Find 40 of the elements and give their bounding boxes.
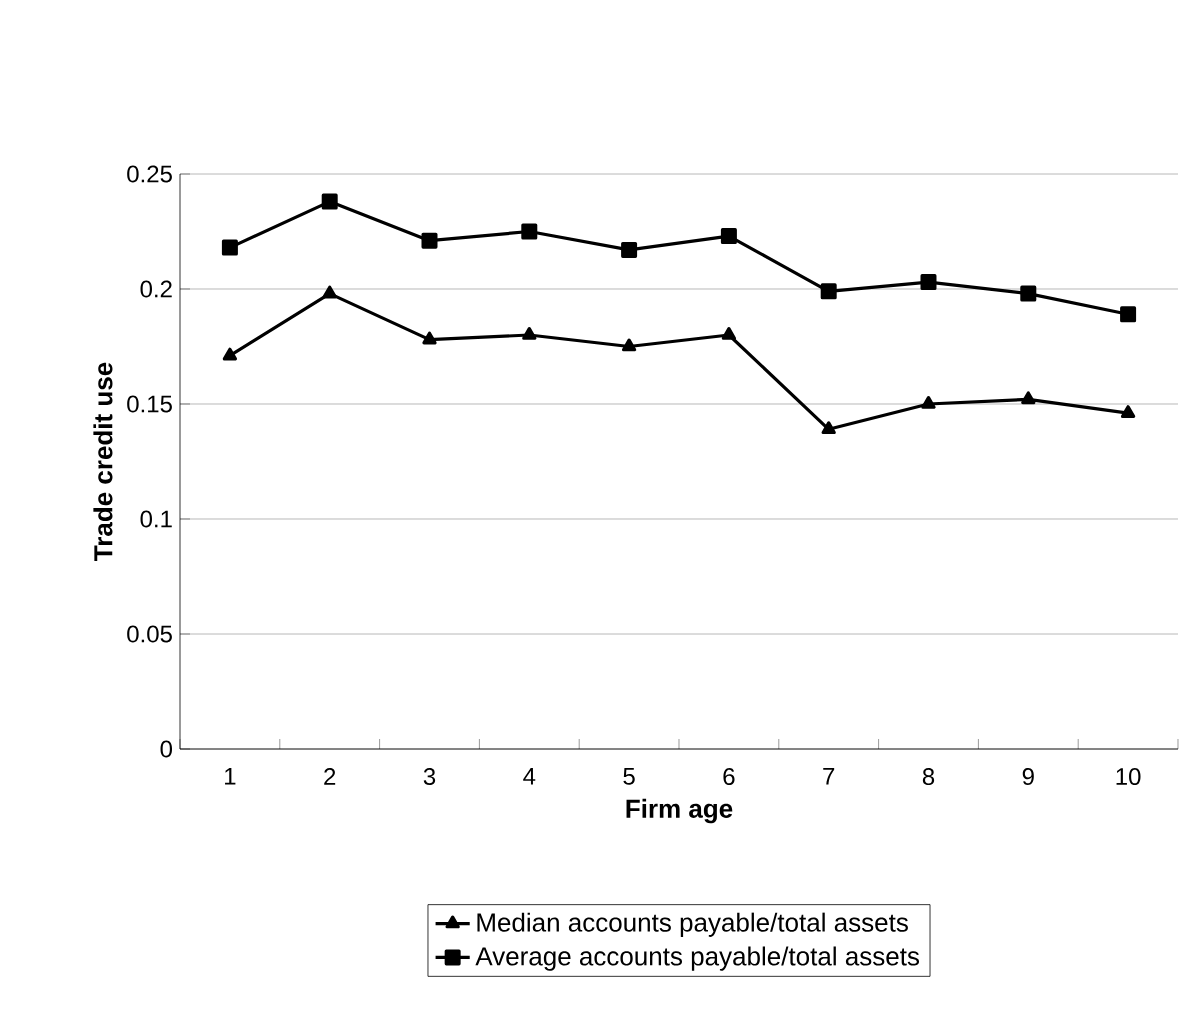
point xyxy=(221,239,238,256)
x-tick-label: 10 xyxy=(1116,768,1141,786)
point xyxy=(522,327,537,340)
y-axis-title: Trade credit use xyxy=(93,362,113,561)
point xyxy=(422,331,437,345)
y-tick-label: 0.25 xyxy=(127,165,172,183)
point xyxy=(720,228,737,245)
point xyxy=(321,193,338,210)
point xyxy=(821,421,836,435)
x-tick-label: 8 xyxy=(922,768,935,786)
x-tick-label: 7 xyxy=(823,768,835,785)
point xyxy=(421,232,438,249)
legend-label: Average accounts payable/total assets xyxy=(475,946,920,971)
x-tick-label: 9 xyxy=(1022,768,1034,786)
y-tick-label: 0.05 xyxy=(127,625,172,643)
y-tick-label: 0.1 xyxy=(140,510,172,528)
point xyxy=(222,347,238,361)
legend-label: Median accounts payable/total assets xyxy=(477,912,908,937)
point xyxy=(1120,306,1137,323)
x-tick-label: 1 xyxy=(225,768,236,785)
x-axis-title: Firm age xyxy=(626,798,733,824)
x-tick-label: 2 xyxy=(324,768,336,785)
y-tick-label: 0.2 xyxy=(140,280,172,298)
x-tick-label: 3 xyxy=(423,768,436,786)
x-tick-label: 4 xyxy=(523,768,536,785)
point xyxy=(1120,405,1136,418)
x-tick-label: 5 xyxy=(623,768,635,785)
point xyxy=(322,285,337,299)
point xyxy=(521,223,538,240)
point xyxy=(1021,391,1036,405)
point xyxy=(721,327,737,340)
x-tick-label: 6 xyxy=(723,768,735,786)
point xyxy=(920,274,937,291)
point xyxy=(621,241,638,258)
point xyxy=(820,283,837,300)
y-tick-label: 0 xyxy=(160,740,173,758)
y-tick-label: 0.15 xyxy=(127,395,172,413)
point xyxy=(621,338,637,352)
point xyxy=(921,396,936,409)
point xyxy=(1020,285,1037,302)
